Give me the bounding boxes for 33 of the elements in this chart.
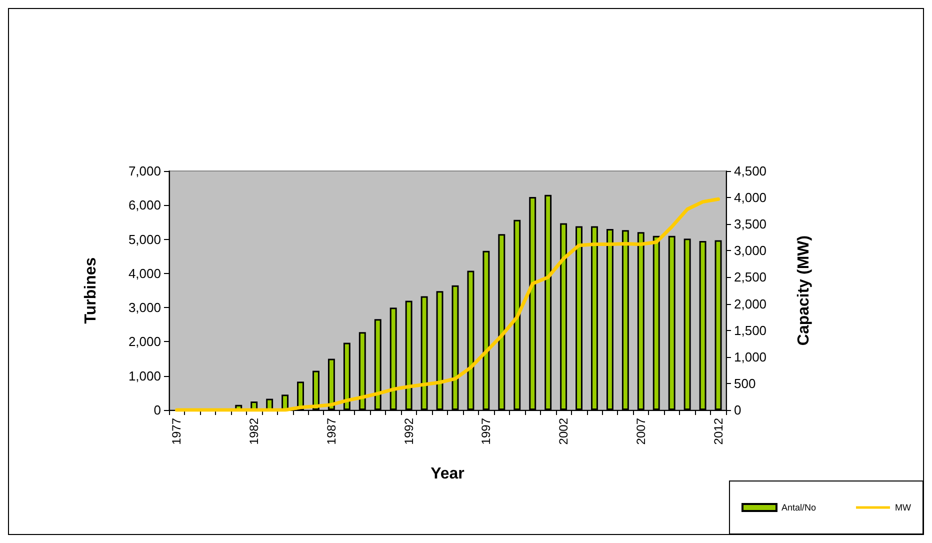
y-tick-label: 3,000 <box>128 300 161 316</box>
x-tick-label: 1997 <box>479 418 494 445</box>
y-tick-label: 5,000 <box>128 232 161 247</box>
y2-tick-label: 1,500 <box>734 322 767 338</box>
y-tick-label: 7,000 <box>128 164 161 178</box>
x-tick-label: 2012 <box>711 418 726 445</box>
x-tick-label: 1977 <box>170 418 184 445</box>
y2-tick-label: 2,000 <box>734 296 767 312</box>
y-tick-label: 0 <box>154 402 161 418</box>
y2-axis-title: Capacity (MW) <box>796 235 812 346</box>
y2-tick-label: 4,500 <box>734 164 767 178</box>
y-tick-label: 4,000 <box>128 266 161 281</box>
x-axis-title: Year <box>430 466 464 482</box>
y2-tick-label: 500 <box>734 376 756 391</box>
line-series <box>174 197 720 412</box>
x-tick-label: 1982 <box>247 418 262 445</box>
x-tick-label: 2007 <box>634 418 648 445</box>
y-tick-label: 1,000 <box>128 368 161 384</box>
x-tick-label: 1992 <box>402 418 416 445</box>
y2-tick-label: 3,500 <box>734 216 767 232</box>
legend-label: MW <box>895 502 912 512</box>
y-tick-label: 6,000 <box>128 198 161 213</box>
bar <box>282 394 289 410</box>
legend-label: Antal/No <box>781 502 816 512</box>
y2-tick-label: 4,000 <box>734 190 767 206</box>
y2-tick-label: 3,000 <box>734 243 767 258</box>
x-tick-label: 2002 <box>556 418 571 445</box>
y-tick-label: 2,000 <box>128 334 161 350</box>
y2-tick-label: 1,000 <box>734 349 767 364</box>
y2-tick-label: 2,500 <box>734 270 767 285</box>
y2-tick-label: 0 <box>734 402 742 418</box>
y-axis-title: Turbines <box>82 257 100 324</box>
x-tick-label: 1987 <box>324 418 338 445</box>
